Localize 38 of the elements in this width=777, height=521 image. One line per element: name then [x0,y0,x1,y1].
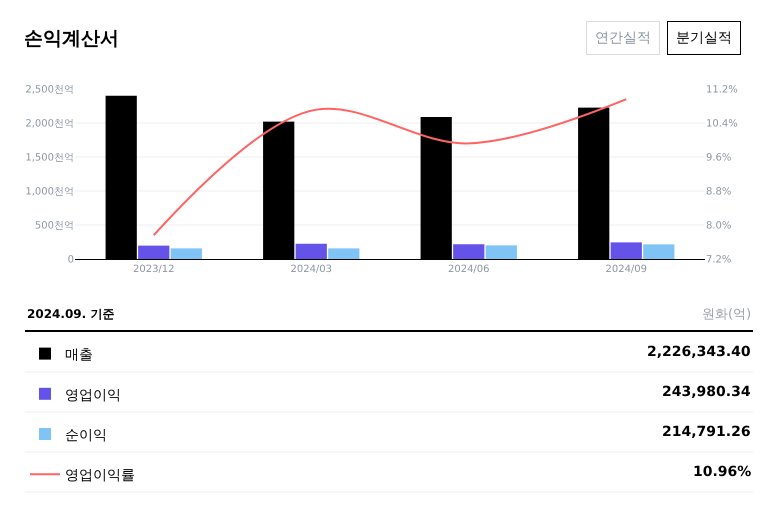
y2-tick-label: 8.8% [706,186,732,198]
text: 2024.09. 기준 [27,307,114,321]
bar [486,245,517,259]
text: 243,980.34 [662,384,751,400]
y-tick-label: 2,000천억 [25,118,74,130]
y-tick-label: 2,500천억 [25,84,74,96]
bar [643,244,674,259]
y2-tick-label: 7.2% [706,254,732,266]
y2-tick-label: 9.6% [706,152,732,164]
y2-tick-label: 8.0% [706,220,732,232]
text: 연간실적 [595,30,651,46]
x-tick-label: 2024/06 [448,264,490,275]
bar [138,246,170,259]
y2-tick-label: 10.4% [706,118,738,130]
chart-title: 손익계산서 [24,28,119,50]
x-tick-label: 2024/03 [290,264,332,275]
line-series [152,98,628,236]
x-tick-label: 2023/12 [132,264,175,275]
bar [170,248,202,259]
text: 분기실적 [676,30,732,46]
legend-label: 매출 [65,347,93,364]
y-tick-label: 500천억 [34,220,74,232]
x-tick-label: 2024/09 [605,264,648,275]
text: 214,791.26 [662,424,751,440]
legend-label: 영업이익률 [65,468,135,484]
bar [296,244,327,259]
bar [610,242,642,259]
bar [328,248,360,259]
text: 원화(억) [702,307,752,322]
legend-label: 순이익 [65,427,107,444]
text: 10.96% [693,464,752,480]
y2-tick-label: 11.2% [706,84,738,96]
text: 2,226,343.40 [647,344,751,360]
y-tick-label: 1,500천억 [25,152,74,164]
legend-label: 영업이익 [65,387,121,404]
y-tick-label: 0 [68,254,74,266]
y-tick-label: 1,000천억 [25,186,74,198]
bar [453,244,484,259]
